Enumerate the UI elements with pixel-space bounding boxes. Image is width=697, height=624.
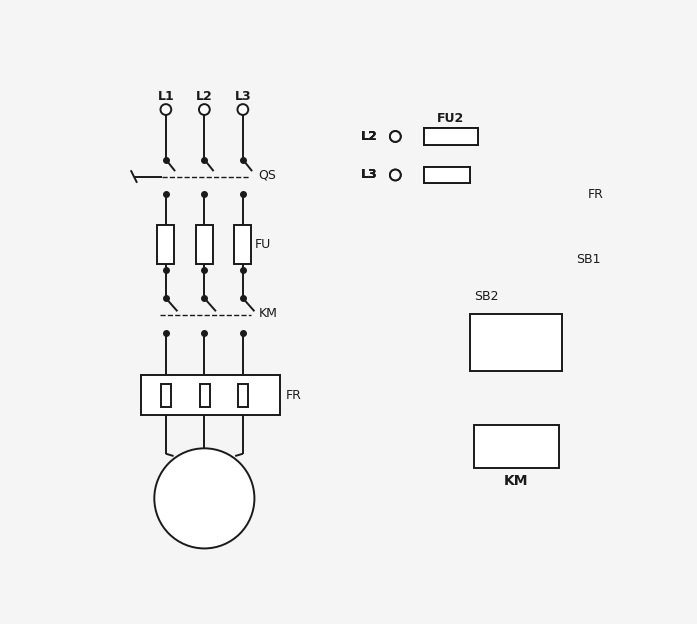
Text: L3: L3 [235,90,251,103]
Text: L1: L1 [158,90,174,103]
Bar [238,384,248,407]
Text: FU: FU [255,238,271,251]
Bar [424,128,477,145]
Bar [158,225,174,263]
Bar [389,114,628,560]
Text: FR: FR [286,389,302,402]
Circle shape [390,131,401,142]
Text: SB1: SB1 [576,253,601,266]
Bar [474,425,558,467]
Text: 3~: 3~ [193,505,215,520]
Bar [470,314,562,371]
Text: SB2: SB2 [474,290,498,303]
Text: L2: L2 [361,130,378,143]
Text: KM: KM [504,474,528,489]
Text: L2: L2 [361,130,378,143]
Circle shape [199,104,210,115]
Bar [424,167,470,183]
Bar [196,225,213,263]
Circle shape [238,104,248,115]
Bar [141,375,279,415]
Text: L2: L2 [361,130,378,143]
Text: FU2: FU2 [437,112,464,125]
Bar [424,128,477,145]
Text: M: M [196,482,213,500]
Bar [200,384,210,407]
Text: FR: FR [587,182,603,195]
Circle shape [390,170,401,180]
Bar [161,384,171,407]
Text: L3: L3 [361,168,378,182]
Text: QS: QS [259,168,276,182]
Circle shape [390,170,401,180]
Text: KM: KM [543,314,562,328]
Bar [234,225,252,263]
Circle shape [390,131,401,142]
Circle shape [154,448,254,548]
Text: L3: L3 [361,168,378,182]
Text: L2: L2 [196,90,213,103]
Text: FU2: FU2 [437,112,464,125]
Circle shape [160,104,171,115]
Text: KM: KM [259,307,277,320]
Bar [424,167,470,183]
Text: L3: L3 [361,168,378,182]
Text: FR: FR [588,188,604,202]
